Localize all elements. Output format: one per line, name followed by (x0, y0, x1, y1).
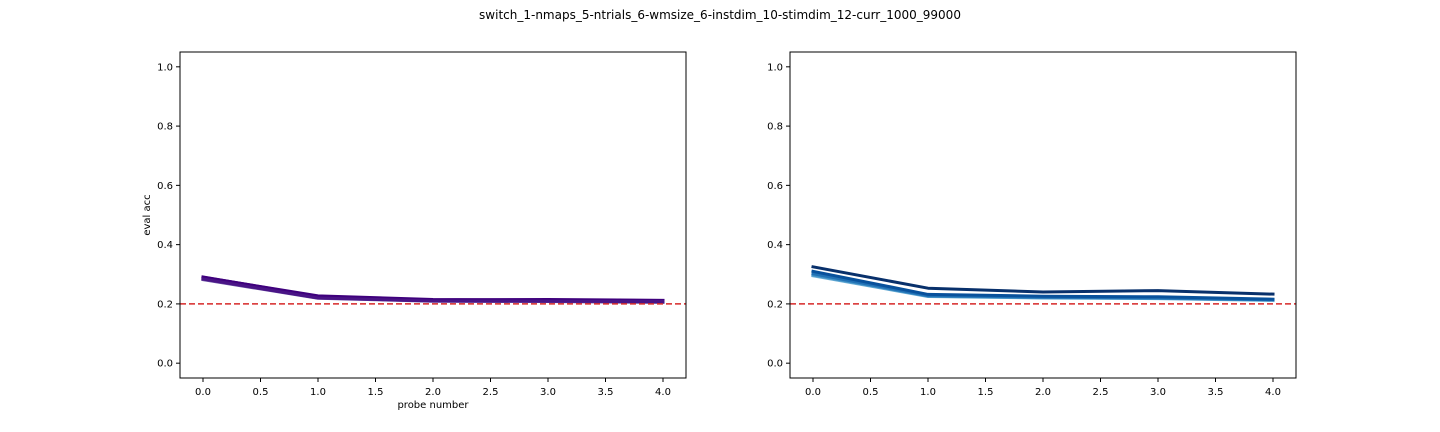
chart-panel-right: 0.0 0.5 1.0 1.5 2.0 2.5 3.0 3.5 4.0 0.0 0.2 0.4 0.6 0… (767, 51, 1297, 398)
y-tick-label: 0.0 (157, 359, 173, 370)
y-tick-label: 0.2 (767, 299, 783, 310)
x-tick-label: 1.0 (310, 387, 326, 398)
series-line-4 (811, 269, 1275, 301)
x-tick-label: 1.5 (368, 387, 384, 398)
x-tick-label: 4.0 (655, 387, 671, 398)
x-tick-label: 3.5 (1208, 387, 1224, 398)
x-tick-label: 1.5 (978, 387, 994, 398)
x-tick-label: 3.5 (598, 387, 614, 398)
x-tick-label: 2.0 (425, 387, 441, 398)
x-tick-label: 3.0 (540, 387, 556, 398)
x-tick-label: 0.5 (863, 387, 879, 398)
chart-panel-left: 0.0 0.5 1.0 1.5 2.0 2.5 3.0 3.5 4.0 0.0 0.2 0.4 0.6 0… (142, 51, 687, 411)
series-line-5 (811, 265, 1275, 296)
y-tick-label: 1.0 (767, 62, 783, 73)
axes-frame (789, 51, 1297, 379)
x-tick-label: 2.0 (1035, 387, 1051, 398)
y-tick-label: 0.4 (157, 240, 173, 251)
x-tick-label: 2.5 (1093, 387, 1109, 398)
x-tick-label: 0.5 (253, 387, 269, 398)
y-tick-label: 0.8 (157, 122, 173, 133)
y-tick-label: 0.0 (767, 359, 783, 370)
axes-frame (179, 51, 687, 379)
series-line-5 (201, 277, 665, 304)
x-axis-label: probe number (397, 400, 469, 411)
y-tick-label: 0.6 (767, 181, 783, 192)
x-tick-label: 1.0 (920, 387, 936, 398)
y-tick-label: 1.0 (157, 62, 173, 73)
x-tick-label: 0.0 (195, 387, 211, 398)
x-tick-label: 0.0 (805, 387, 821, 398)
y-axis-label: eval acc (142, 194, 153, 235)
y-tick-label: 0.2 (157, 299, 173, 310)
y-tick-label: 0.8 (767, 122, 783, 133)
series-line-4 (201, 275, 665, 302)
x-tick-label: 4.0 (1265, 387, 1281, 398)
x-tick-label: 3.0 (1150, 387, 1166, 398)
y-tick-label: 0.6 (157, 181, 173, 192)
figure-suptitle: switch_1-nmaps_5-ntrials_6-wmsize_6-inst… (479, 8, 961, 22)
x-tick-label: 2.5 (483, 387, 499, 398)
y-tick-label: 0.4 (767, 240, 783, 251)
